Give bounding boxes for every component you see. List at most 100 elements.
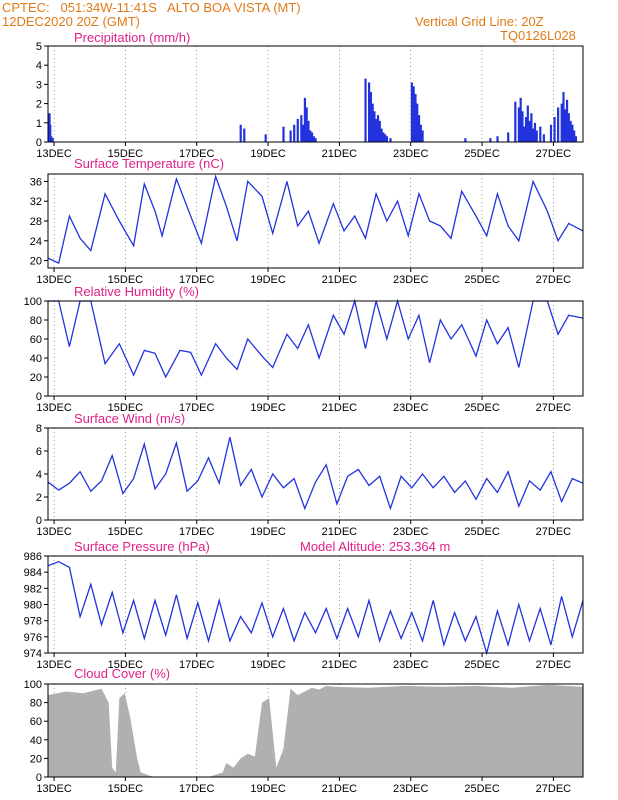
precip-bar — [539, 126, 542, 142]
x-tick-label: 23DEC — [393, 526, 429, 538]
precip-bar — [574, 136, 578, 142]
precip-bar — [535, 130, 538, 142]
precip-bar — [567, 113, 570, 142]
precip-bar — [557, 107, 560, 142]
precip-bar — [380, 128, 383, 142]
x-tick-label: 25DEC — [464, 274, 500, 286]
precip-bar — [519, 97, 522, 142]
y-tick-label: 0 — [36, 515, 42, 527]
y-tick-label: 984 — [24, 567, 42, 579]
x-tick-label: 25DEC — [464, 659, 500, 671]
series-line — [48, 298, 584, 379]
precip-bar — [564, 109, 567, 142]
x-tick-label: 19DEC — [250, 783, 286, 795]
precip-bar — [310, 132, 314, 142]
precip-bar — [264, 134, 267, 142]
precip-bar — [565, 99, 569, 142]
panel-frame — [47, 173, 584, 269]
panel-title: Surface Pressure (hPa) — [74, 539, 210, 554]
x-tick-label: 13DEC — [36, 402, 72, 414]
precip-bar — [417, 115, 421, 142]
precip-bar — [373, 111, 376, 142]
x-tick-label: 13DEC — [36, 148, 72, 160]
precip-bar — [542, 134, 545, 142]
x-tick-label: 27DEC — [536, 783, 572, 795]
precip-bar — [282, 126, 285, 142]
y-tick-label: 100 — [24, 296, 42, 308]
precip-bar — [549, 124, 553, 142]
precip-bar — [410, 82, 413, 142]
precip-bar — [50, 136, 53, 142]
x-tick-label: 17DEC — [179, 783, 215, 795]
precip-bar — [369, 92, 372, 142]
x-tick-label: 15DEC — [108, 274, 144, 286]
x-tick-label: 15DEC — [108, 659, 144, 671]
precip-bar — [528, 120, 531, 142]
y-tick-label: 0 — [36, 137, 42, 149]
precip-bar — [378, 120, 381, 142]
x-tick-label: 25DEC — [464, 526, 500, 538]
y-tick-label: 20 — [30, 372, 42, 384]
panel-title: Cloud Cover (%) — [74, 666, 170, 681]
precip-bar — [296, 118, 299, 142]
y-tick-label: 80 — [30, 315, 42, 327]
y-tick-label: 40 — [30, 353, 42, 365]
precip-bar — [526, 105, 529, 142]
y-tick-label: 60 — [30, 334, 42, 346]
x-tick-label: 27DEC — [536, 526, 572, 538]
x-tick-label: 15DEC — [108, 402, 144, 414]
x-tick-label: 13DEC — [36, 274, 72, 286]
x-tick-label: 25DEC — [464, 148, 500, 160]
precip-bar — [382, 132, 385, 142]
precip-bar — [419, 124, 422, 142]
precip-bar — [305, 107, 308, 142]
x-tick-label: 21DEC — [322, 274, 358, 286]
precip-bar — [532, 128, 535, 142]
x-tick-label: 21DEC — [322, 148, 358, 160]
y-tick-label: 20 — [30, 753, 42, 765]
precip-bar — [307, 120, 310, 142]
y-tick-label: 3 — [36, 79, 42, 91]
y-tick-label: 20 — [30, 256, 42, 268]
y-tick-label: 974 — [24, 648, 42, 660]
precip-bar — [569, 120, 572, 142]
x-tick-label: 27DEC — [536, 659, 572, 671]
precip-bar — [412, 86, 415, 142]
precip-bar — [560, 103, 563, 142]
precip-bar — [385, 136, 389, 142]
precip-bar — [368, 82, 371, 142]
header-line2-left: 12DEC2020 20Z (GMT) — [2, 14, 140, 29]
precip-bar — [571, 124, 574, 142]
precip-bar — [421, 130, 424, 142]
x-tick-label: 23DEC — [393, 148, 429, 160]
series-line — [47, 437, 584, 511]
precip-bar — [553, 117, 556, 142]
precip-bar — [364, 78, 367, 142]
y-tick-label: 976 — [24, 632, 42, 644]
y-tick-label: 24 — [30, 236, 42, 248]
panel-frame — [47, 427, 584, 521]
header-line2-right: Vertical Grid Line: 20Z — [415, 14, 544, 29]
y-tick-label: 978 — [24, 616, 42, 628]
x-tick-label: 17DEC — [179, 659, 215, 671]
y-tick-label: 100 — [24, 679, 42, 691]
panel-frame — [47, 300, 584, 397]
panel-title: Surface Temperature (nC) — [74, 156, 224, 171]
precip-bar — [414, 94, 417, 142]
y-tick-label: 2 — [36, 99, 42, 111]
x-tick-label: 27DEC — [536, 148, 572, 160]
precip-bar — [289, 130, 292, 142]
header-line3-right: TQ0126L028 — [500, 28, 576, 43]
x-tick-label: 19DEC — [250, 274, 286, 286]
precip-bar — [562, 92, 565, 142]
precip-bar — [302, 124, 305, 142]
x-tick-label: 23DEC — [393, 402, 429, 414]
precip-bar — [530, 113, 533, 142]
y-tick-label: 32 — [30, 196, 42, 208]
precip-bar — [384, 134, 387, 142]
precip-bar — [389, 138, 392, 142]
y-tick-label: 40 — [30, 735, 42, 747]
x-tick-label: 21DEC — [322, 659, 358, 671]
precip-bar — [371, 103, 374, 142]
